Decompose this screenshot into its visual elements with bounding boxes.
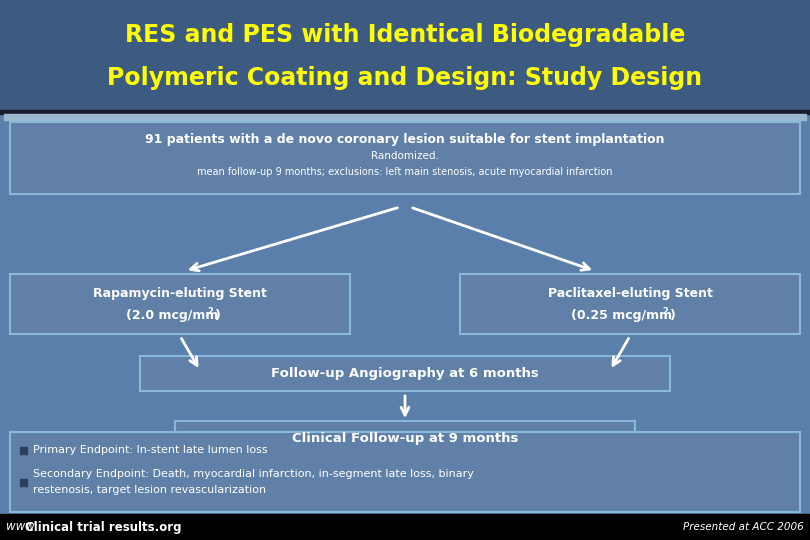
FancyBboxPatch shape: [175, 421, 635, 456]
Text: 2: 2: [207, 307, 213, 315]
FancyBboxPatch shape: [10, 122, 800, 194]
Text: Randomized.: Randomized.: [371, 151, 439, 161]
Bar: [0, 110, 810, 114]
Text: Secondary Endpoint: Death, myocardial infarction, in-segment late loss, binary: Secondary Endpoint: Death, myocardial in…: [33, 469, 474, 479]
Bar: [0, 514, 810, 540]
Text: Clinical Follow-up at 9 months: Clinical Follow-up at 9 months: [292, 432, 518, 445]
Text: ): ): [215, 309, 221, 322]
Text: 2: 2: [662, 307, 668, 315]
FancyBboxPatch shape: [10, 274, 350, 334]
Text: Polymeric Coating and Design: Study Design: Polymeric Coating and Design: Study Desi…: [108, 66, 702, 90]
Text: Rapamycin-eluting Stent: Rapamycin-eluting Stent: [93, 287, 267, 300]
Text: Primary Endpoint: In-stent late lumen loss: Primary Endpoint: In-stent late lumen lo…: [33, 445, 267, 455]
Text: (0.25 mcg/mm: (0.25 mcg/mm: [571, 309, 672, 322]
Text: RES and PES with Identical Biodegradable: RES and PES with Identical Biodegradable: [125, 23, 685, 47]
FancyBboxPatch shape: [140, 356, 670, 391]
Text: 91 patients with a de novo coronary lesion suitable for stent implantation: 91 patients with a de novo coronary lesi…: [145, 133, 665, 146]
Text: Presented at ACC 2006: Presented at ACC 2006: [684, 522, 804, 532]
FancyBboxPatch shape: [460, 274, 800, 334]
Bar: [0, 0, 810, 112]
Text: www.: www.: [6, 521, 38, 534]
FancyBboxPatch shape: [10, 432, 800, 512]
Bar: [4, 114, 806, 120]
Text: restenosis, target lesion revascularization: restenosis, target lesion revascularizat…: [33, 485, 266, 495]
Bar: [20, 479, 27, 486]
Text: Clinical trial results.org: Clinical trial results.org: [25, 521, 181, 534]
Text: Paclitaxel-eluting Stent: Paclitaxel-eluting Stent: [548, 287, 713, 300]
Bar: [20, 447, 27, 454]
Text: Follow-up Angiography at 6 months: Follow-up Angiography at 6 months: [271, 367, 539, 380]
Text: mean follow-up 9 months; exclusions: left main stenosis, acute myocardial infarc: mean follow-up 9 months; exclusions: lef…: [198, 167, 612, 177]
Text: ): ): [670, 309, 676, 322]
Text: (2.0 mcg/mm: (2.0 mcg/mm: [126, 309, 218, 322]
